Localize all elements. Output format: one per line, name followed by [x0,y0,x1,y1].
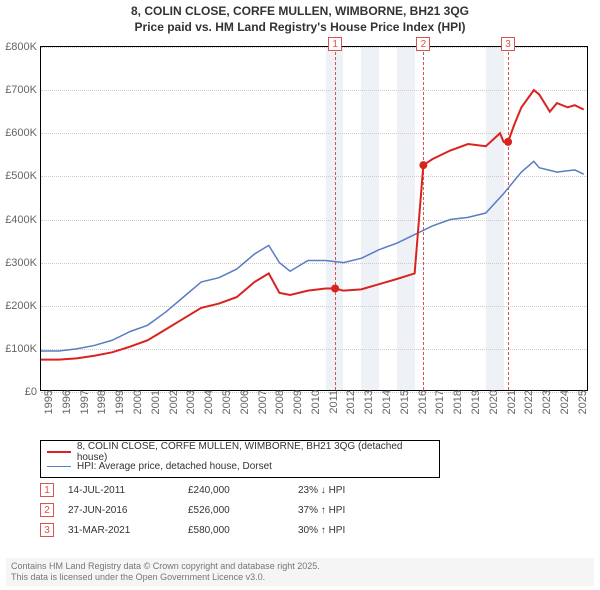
series-property [41,90,584,360]
sale-hpi-diff: 37% ↑ HPI [298,505,398,516]
x-axis-label: 2016 [415,390,429,414]
y-axis-label: £200K [5,300,41,312]
sale-price: £240,000 [188,485,298,496]
plot-svg [41,47,587,390]
legend-row: 8, COLIN CLOSE, CORFE MULLEN, WIMBORNE, … [47,445,433,459]
x-axis-label: 2006 [237,390,251,414]
x-axis-label: 2011 [326,390,340,414]
legend-swatch [47,466,71,467]
x-axis-label: 2012 [343,390,357,414]
attribution-footer: Contains HM Land Registry data © Crown c… [6,558,594,586]
sale-marker-box: 2 [40,503,54,517]
x-axis-label: 2008 [272,390,286,414]
legend-swatch [47,451,71,453]
sales-table-row: 1 14-JUL-2011£240,00023% ↓ HPI [40,480,398,500]
sale-point [419,161,427,169]
x-axis-label: 2001 [148,390,162,414]
y-axis-label: £700K [5,84,41,96]
x-axis-label: 2018 [450,390,464,414]
x-axis-label: 1997 [77,390,91,414]
sales-table-row: 2 27-JUN-2016£526,00037% ↑ HPI [40,500,398,520]
x-axis-label: 2013 [361,390,375,414]
x-axis-label: 2020 [486,390,500,414]
x-axis-label: 2021 [504,390,518,414]
y-axis-label: £400K [5,214,41,226]
sale-date: 14-JUL-2011 [68,485,188,496]
x-axis-label: 2024 [557,390,571,414]
x-axis-label: 1995 [41,390,55,414]
y-axis-label: £600K [5,127,41,139]
sale-hpi-diff: 30% ↑ HPI [298,525,398,536]
x-axis-label: 2023 [539,390,553,414]
chart-container: 8, COLIN CLOSE, CORFE MULLEN, WIMBORNE, … [0,0,600,590]
sale-price: £526,000 [188,505,298,516]
x-axis-label: 1996 [59,390,73,414]
sale-hpi-diff: 23% ↓ HPI [298,485,398,496]
sales-table-row: 3 31-MAR-2021£580,00030% ↑ HPI [40,520,398,540]
sale-point [504,138,512,146]
x-axis-label: 2009 [290,390,304,414]
x-axis-label: 2014 [379,390,393,414]
chart-title: 8, COLIN CLOSE, CORFE MULLEN, WIMBORNE, … [0,0,600,35]
sale-point [331,285,339,293]
sale-date: 31-MAR-2021 [68,525,188,536]
x-axis-label: 2017 [432,390,446,414]
y-axis-label: £100K [5,343,41,355]
sale-marker-box: 3 [40,523,54,537]
x-axis-label: 2007 [255,390,269,414]
title-line-2: Price paid vs. HM Land Registry's House … [0,20,600,36]
legend-label: HPI: Average price, detached house, Dors… [77,461,272,472]
x-axis-label: 2022 [521,390,535,414]
y-axis-label: £500K [5,170,41,182]
x-axis-label: 1999 [112,390,126,414]
sales-table: 1 14-JUL-2011£240,00023% ↓ HPI 2 27-JUN-201… [40,480,398,540]
footer-line-2: This data is licensed under the Open Gov… [11,572,589,583]
x-axis-label: 2019 [468,390,482,414]
x-axis-label: 2000 [130,390,144,414]
title-line-1: 8, COLIN CLOSE, CORFE MULLEN, WIMBORNE, … [0,4,600,20]
x-axis-label: 1998 [94,390,108,414]
y-axis-label: £0 [25,386,41,398]
footer-line-1: Contains HM Land Registry data © Crown c… [11,561,589,572]
sale-date: 27-JUN-2016 [68,505,188,516]
x-axis-label: 2003 [183,390,197,414]
series-hpi [41,161,584,351]
sale-marker-box: 1 [40,483,54,497]
x-axis-label: 2010 [308,390,322,414]
x-axis-label: 2025 [575,390,589,414]
y-axis-label: £800K [5,41,41,53]
sale-price: £580,000 [188,525,298,536]
x-axis-label: 2015 [397,390,411,414]
x-axis-label: 2005 [219,390,233,414]
x-axis-label: 2002 [166,390,180,414]
legend: 8, COLIN CLOSE, CORFE MULLEN, WIMBORNE, … [40,440,440,478]
y-axis-label: £300K [5,257,41,269]
x-axis-label: 2004 [201,390,215,414]
plot-area: £0£100K£200K£300K£400K£500K£600K£700K£80… [40,46,588,391]
